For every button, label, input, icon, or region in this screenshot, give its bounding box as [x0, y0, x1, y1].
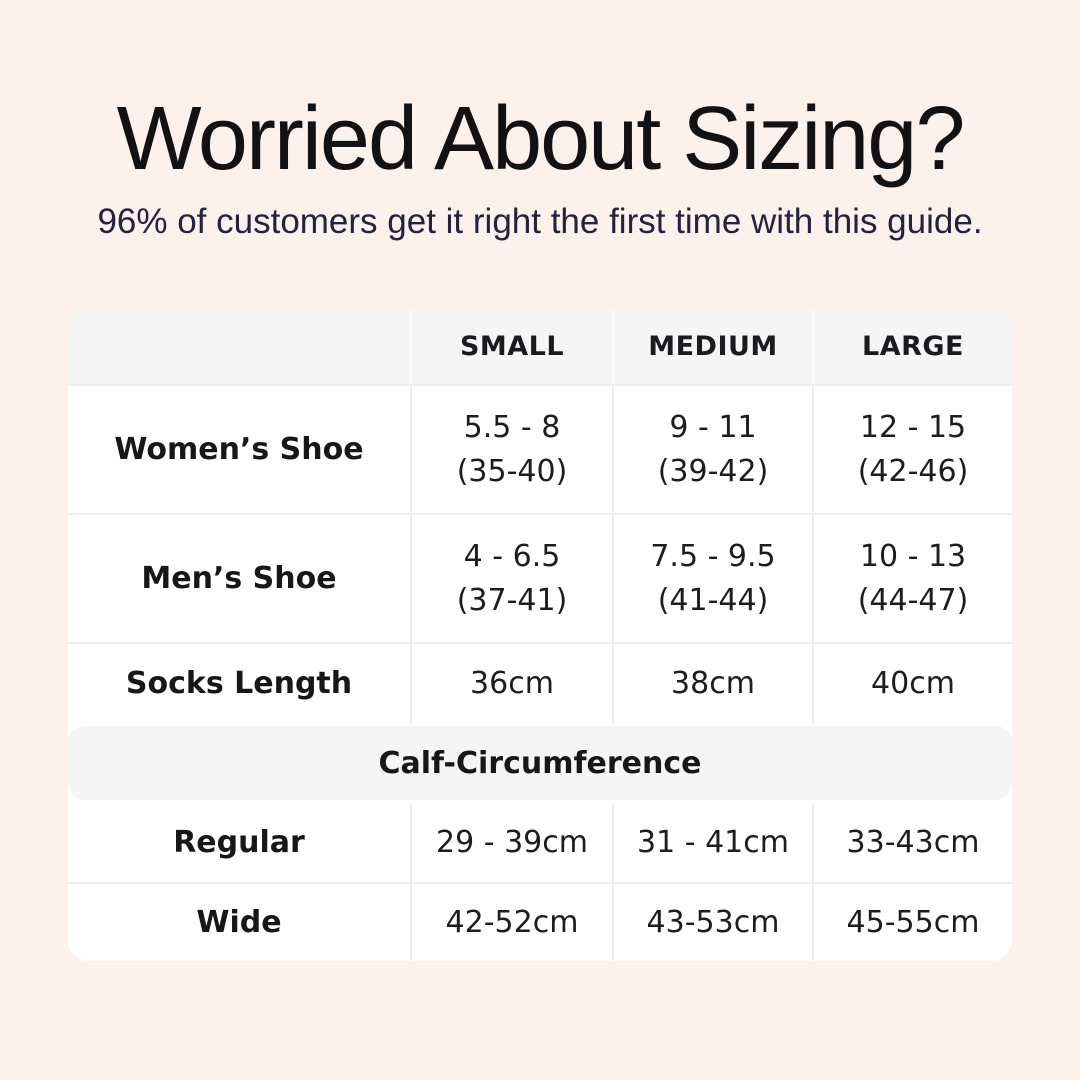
table-row-regular: Regular 29 - 39cm 31 - 41cm 33-43cm	[68, 803, 1012, 883]
hero-section: Worried About Sizing? 96% of customers g…	[0, 0, 1080, 243]
cell-womens-small: 5.5 - 8 (35-40)	[410, 386, 612, 514]
value-line: 7.5 - 9.5	[650, 538, 776, 574]
page-subtitle: 96% of customers get it right the first …	[97, 202, 983, 242]
cell-mens-small: 4 - 6.5 (37-41)	[410, 515, 612, 643]
cell-mens-large: 10 - 13 (44-47)	[812, 515, 1012, 643]
cell-socks-medium: 38cm	[612, 644, 812, 724]
row-label-socks-length: Socks Length	[125, 666, 353, 702]
value-line: 10 - 13	[859, 538, 967, 574]
row-label-mens-shoe: Men’s Shoe	[141, 561, 337, 597]
column-header-empty	[68, 309, 410, 384]
size-table: SMALL MEDIUM LARGE Women’s Shoe 5.5 - 8 …	[68, 309, 1012, 962]
page-title: Worried About Sizing?	[116, 89, 966, 189]
table-header-row: SMALL MEDIUM LARGE	[68, 309, 1012, 385]
value-line: (41-44)	[657, 582, 769, 618]
value-line: (42-46)	[857, 453, 969, 489]
section-band-calf-circumference: Calf-Circumference	[68, 726, 1012, 801]
cell-wide-medium: 43-53cm	[612, 884, 812, 962]
cell-wide-small: 42-52cm	[410, 884, 612, 962]
value-line: (44-47)	[857, 582, 969, 618]
cell-regular-medium: 31 - 41cm	[612, 803, 812, 883]
value-line: 5.5 - 8	[463, 409, 561, 445]
row-label-womens-shoe: Women’s Shoe	[114, 432, 364, 468]
cell-regular-small: 29 - 39cm	[410, 803, 612, 883]
value-line: 4 - 6.5	[463, 538, 561, 574]
value-line: (37-41)	[456, 582, 568, 618]
cell-socks-large: 40cm	[812, 644, 1012, 724]
section-title: Calf-Circumference	[378, 745, 702, 781]
cell-mens-medium: 7.5 - 9.5 (41-44)	[612, 515, 812, 643]
cell-womens-medium: 9 - 11 (39-42)	[612, 386, 812, 514]
cell-womens-large: 12 - 15 (42-46)	[812, 386, 1012, 514]
table-row-mens-shoe: Men’s Shoe 4 - 6.5 (37-41) 7.5 - 9.5 (41…	[68, 513, 1012, 643]
value-line: (35-40)	[456, 453, 568, 489]
value-line: 9 - 11	[669, 409, 757, 445]
column-header-small: SMALL	[410, 309, 612, 385]
cell-socks-small: 36cm	[410, 644, 612, 724]
table-row-womens-shoe: Women’s Shoe 5.5 - 8 (35-40) 9 - 11 (39-…	[68, 384, 1012, 514]
value-line: 12 - 15	[859, 409, 967, 445]
cell-regular-large: 33-43cm	[812, 803, 1012, 883]
table-row-wide: Wide 42-52cm 43-53cm 45-55cm	[68, 882, 1012, 962]
row-label-regular: Regular	[173, 825, 305, 861]
value-line: (39-42)	[657, 453, 769, 489]
cell-wide-large: 45-55cm	[812, 884, 1012, 962]
row-label-wide: Wide	[196, 905, 282, 941]
column-header-medium: MEDIUM	[612, 309, 812, 385]
table-row-socks-length: Socks Length 36cm 38cm 40cm	[68, 642, 1012, 724]
column-header-large: LARGE	[812, 309, 1012, 385]
